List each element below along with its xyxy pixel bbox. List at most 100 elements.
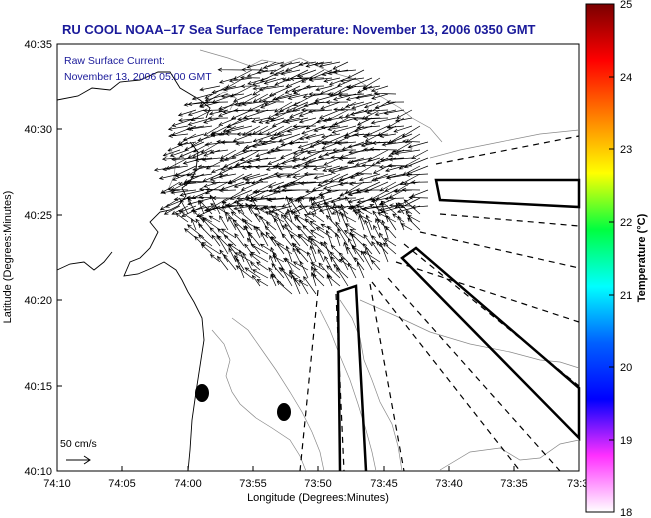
current-vector-arrow — [247, 132, 269, 137]
current-vector-arrow — [379, 157, 405, 162]
current-vector-arrow — [340, 203, 349, 223]
current-vector-arrow — [292, 124, 317, 129]
current-vector-arrow — [364, 219, 373, 239]
current-vector-arrow — [338, 115, 365, 120]
current-vector-arrow — [407, 217, 421, 231]
current-vector-arrow — [256, 278, 269, 287]
current-vector-arrow — [325, 100, 349, 105]
current-vector-arrow — [255, 157, 277, 162]
current-vector-arrow — [199, 101, 221, 109]
current-vector-arrow — [354, 132, 373, 137]
current-vector-arrow — [322, 181, 349, 190]
current-vector-arrow — [173, 197, 197, 202]
current-vector-arrow — [303, 171, 324, 177]
current-vector-arrow — [161, 156, 181, 162]
current-vector-arrow — [338, 165, 365, 171]
current-vector-arrow — [233, 93, 253, 103]
current-vector-arrow — [336, 267, 349, 287]
current-vector-arrow — [171, 157, 197, 162]
current-vector-arrow — [226, 117, 253, 128]
current-vector-arrow — [365, 214, 373, 231]
current-vector-arrow — [205, 187, 229, 192]
current-vector-arrow — [252, 93, 269, 103]
current-vector-arrow — [233, 181, 253, 189]
current-vector-arrow — [217, 67, 245, 72]
current-vector-arrow — [244, 141, 269, 149]
scale-arrow — [66, 455, 91, 465]
current-vector-arrow — [362, 133, 389, 139]
current-vector-arrow — [230, 211, 245, 223]
current-vector-arrow — [361, 163, 381, 168]
current-vector-arrow — [242, 173, 261, 180]
current-vector-arrow — [292, 261, 309, 271]
colorbar-gradient — [585, 3, 615, 513]
current-vector-arrow — [310, 197, 333, 206]
current-vector-arrow — [371, 140, 397, 146]
current-vector-arrow — [382, 242, 397, 255]
current-vector-arrow — [177, 109, 197, 117]
current-vector-arrow — [266, 149, 285, 155]
current-vector-arrow — [307, 205, 325, 215]
current-vector-arrow — [229, 77, 253, 83]
current-vector-arrow — [407, 141, 429, 149]
x-axis: 74:10 74:05 74:00 73:55 73:50 73:45 73:4… — [43, 466, 588, 504]
current-vector-arrow — [380, 205, 405, 214]
current-vector-arrow — [233, 101, 253, 107]
current-vector-arrow — [318, 109, 341, 119]
shipping-lanes — [299, 135, 581, 472]
current-vector-arrow — [339, 210, 349, 231]
current-vector-arrow — [201, 242, 221, 255]
current-vector-arrow — [326, 225, 341, 239]
x-tick-label: 74:00 — [174, 478, 202, 490]
current-vector-arrow — [392, 188, 413, 193]
current-vector-arrow — [323, 240, 333, 263]
current-vector-arrow — [258, 139, 285, 144]
current-vector-arrow — [163, 205, 181, 215]
x-tick-label: 73:40 — [435, 478, 463, 490]
lane-boundaries — [299, 135, 580, 472]
current-vector-arrow — [351, 101, 373, 110]
current-vector-arrow — [358, 214, 365, 231]
current-vector-arrow — [252, 133, 277, 143]
current-vector-arrow — [373, 224, 381, 239]
current-vector-arrow — [272, 255, 285, 263]
current-vector-arrow — [192, 141, 213, 153]
current-vector-arrow — [164, 197, 189, 208]
current-vector-arrow — [202, 108, 221, 113]
current-vector-arrow — [218, 188, 237, 193]
current-vector-arrow — [301, 125, 325, 135]
current-vector-arrow — [313, 173, 333, 180]
current-vector-arrow — [276, 243, 293, 255]
current-vector-arrow — [299, 260, 309, 279]
current-vector-arrow — [363, 108, 389, 114]
current-vector-arrow — [330, 244, 341, 255]
current-vector-arrow — [263, 77, 285, 85]
current-vector-arrow — [233, 108, 261, 113]
current-vector-arrow — [208, 215, 221, 223]
current-vector-arrow — [276, 173, 301, 179]
current-vector-arrow — [338, 181, 357, 187]
current-vector-arrow — [385, 165, 405, 173]
current-vector-arrow — [244, 173, 269, 182]
current-vector-arrow — [274, 93, 301, 101]
current-vector-arrow — [241, 101, 261, 107]
current-vector-arrow — [276, 280, 293, 295]
colorbar-tick: 24 — [620, 72, 632, 84]
current-vector-arrow — [283, 214, 301, 231]
current-vector-arrow — [199, 85, 221, 92]
current-vector-arrow — [310, 262, 325, 271]
map-title: RU COOL NOAA–17 Sea Surface Temperature:… — [62, 22, 536, 37]
current-vector-arrow — [356, 197, 381, 204]
current-vector-arrow — [296, 69, 317, 78]
current-vector-arrow — [260, 101, 277, 109]
current-vector-arrow — [321, 141, 341, 150]
current-vector-arrow — [153, 165, 181, 172]
current-vector-arrow — [281, 197, 301, 208]
current-vector-arrow — [209, 149, 229, 155]
current-vector-arrow — [354, 211, 373, 223]
current-vector-arrow — [179, 149, 197, 158]
current-vector-arrow — [329, 251, 341, 263]
current-vector-arrow — [271, 263, 285, 279]
current-vector-arrow — [333, 107, 357, 112]
x-tick-label: 73:55 — [239, 478, 267, 490]
